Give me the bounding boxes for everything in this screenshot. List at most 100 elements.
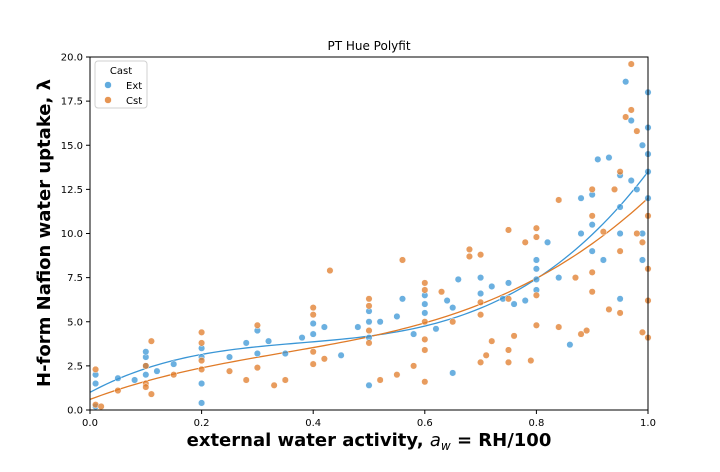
data-point-cst [142, 383, 150, 391]
data-point-cst [421, 279, 429, 287]
data-point-cst [583, 327, 591, 335]
data-point-cst [309, 311, 317, 319]
data-point-cst [588, 268, 596, 276]
data-point-cst [504, 226, 513, 234]
y-tick-label: 5.0 [67, 317, 83, 328]
plot-background [90, 57, 648, 410]
data-point-ext [242, 339, 250, 347]
data-point-ext [532, 256, 540, 264]
data-point-cst [309, 348, 317, 356]
data-point-ext [225, 353, 234, 361]
data-point-cst [421, 335, 429, 343]
y-tick-label: 10.0 [61, 229, 83, 240]
data-point-ext [449, 369, 457, 377]
x-axis-label: external water activity, aw = RH/100 [187, 430, 552, 453]
data-point-ext [622, 78, 630, 86]
data-point-cst [147, 337, 155, 345]
data-point-cst [253, 364, 261, 372]
legend-title: Cast [110, 66, 132, 77]
data-point-ext [92, 379, 100, 388]
data-point-cst [504, 346, 513, 354]
data-point-ext [605, 154, 613, 162]
data-point-cst [326, 267, 334, 275]
data-point-ext [544, 238, 552, 246]
data-point-ext [320, 323, 328, 331]
data-point-cst [532, 233, 540, 241]
data-point-cst [633, 127, 641, 135]
data-point-ext [198, 399, 206, 407]
x-axis-label-rest: = RH/100 [451, 430, 552, 451]
data-point-cst [97, 402, 105, 411]
data-point-ext [309, 319, 317, 328]
data-point-cst [449, 318, 457, 326]
data-point-ext [114, 374, 122, 382]
data-point-ext [488, 282, 496, 291]
data-point-cst [393, 371, 401, 379]
data-point-cst [627, 106, 635, 114]
data-point-ext [309, 330, 317, 338]
data-point-cst [555, 196, 563, 204]
data-point-ext [443, 297, 451, 305]
plot-area [89, 56, 652, 411]
data-point-cst [281, 376, 289, 384]
data-point-cst [437, 288, 446, 296]
data-point-cst [532, 224, 540, 232]
data-point-ext [532, 275, 540, 283]
data-point-ext [588, 221, 596, 229]
data-point-ext [555, 274, 563, 282]
data-point-ext [265, 337, 273, 345]
data-point-cst [588, 185, 596, 193]
data-point-cst [309, 360, 317, 368]
legend: Cast Ext Cst [94, 60, 148, 109]
data-point-ext [253, 349, 261, 358]
x-axis-label-main: external water activity, [187, 430, 430, 451]
data-point-cst [465, 245, 473, 253]
data-point-cst [571, 274, 580, 282]
data-point-ext [616, 203, 624, 211]
data-point-cst [488, 337, 496, 345]
data-point-ext [410, 330, 418, 338]
y-tick-label: 2.5 [67, 361, 83, 372]
x-tick-label: 1.0 [640, 418, 656, 429]
data-point-cst [510, 332, 518, 340]
data-point-cst [421, 286, 429, 294]
data-point-ext [633, 185, 641, 193]
data-point-cst [198, 357, 206, 365]
data-point-cst [477, 358, 485, 366]
data-point-cst [504, 295, 513, 303]
data-point-cst [588, 288, 596, 296]
points-layer [92, 60, 652, 411]
data-point-cst [320, 355, 328, 363]
data-point-ext [365, 318, 373, 326]
data-point-cst [532, 291, 540, 299]
data-point-cst [482, 351, 490, 359]
data-point-ext [566, 341, 574, 349]
data-point-ext [281, 349, 289, 358]
data-point-ext [504, 279, 513, 287]
data-point-cst [588, 212, 596, 220]
data-point-cst [147, 390, 155, 398]
y-tick-label: 0.0 [67, 406, 83, 417]
x-tick-label: 0.6 [417, 418, 433, 429]
data-point-ext [454, 275, 462, 283]
data-point-ext [198, 379, 206, 388]
data-point-cst [198, 365, 206, 373]
data-point-cst [365, 339, 373, 347]
series-ext [92, 78, 652, 411]
data-point-cst [477, 298, 485, 306]
data-point-cst [114, 387, 122, 395]
data-point-ext [616, 229, 624, 238]
series-cst [92, 60, 652, 411]
data-point-cst [555, 323, 563, 331]
data-point-cst [616, 309, 624, 317]
data-point-ext [638, 141, 646, 149]
x-axis: 0.0 0.2 0.4 0.6 0.8 1.0 [82, 410, 656, 429]
legend-label-ext: Ext [126, 81, 142, 92]
data-point-cst [421, 346, 429, 354]
data-point-cst [577, 330, 585, 338]
data-point-cst [605, 305, 613, 313]
data-point-ext [142, 348, 150, 356]
data-point-cst [616, 168, 624, 176]
data-point-ext [421, 300, 429, 308]
data-point-ext [588, 247, 596, 255]
